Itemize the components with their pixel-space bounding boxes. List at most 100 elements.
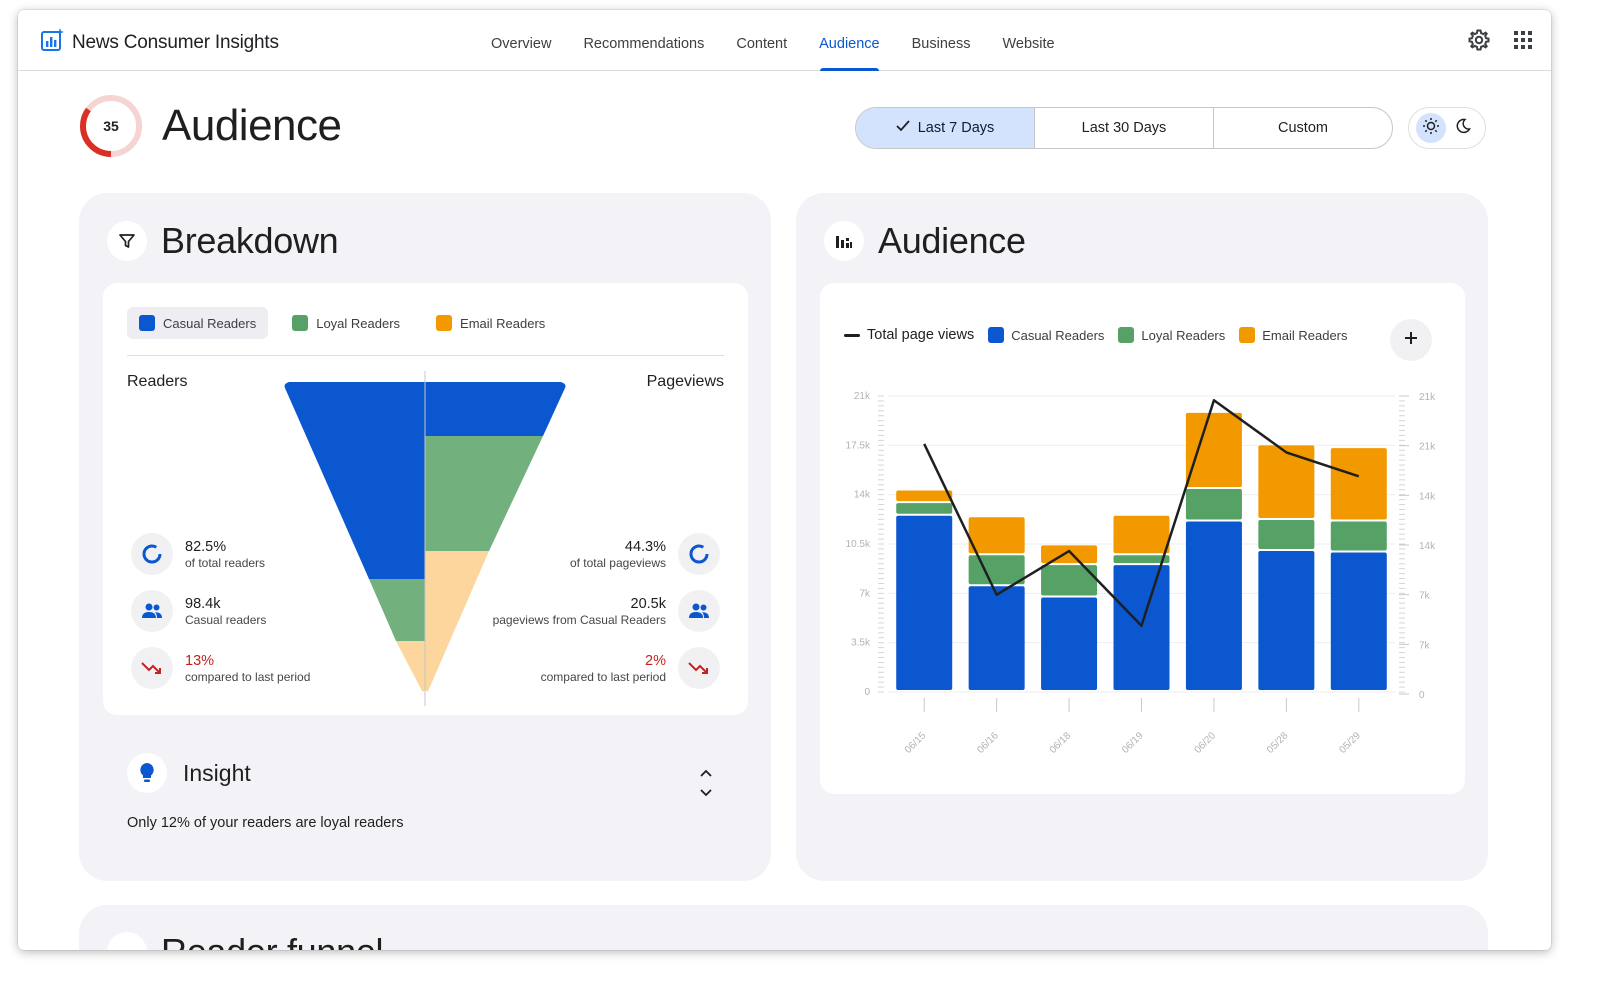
donut-icon [678,533,720,575]
legend-email-readers[interactable]: Email Readers [424,307,557,339]
x-tick-label: 05/29 [1337,730,1363,756]
y-right-tick-label: 7k [1419,640,1431,651]
theme-toggle [1408,107,1486,149]
legend-loyal-readers[interactable]: Loyal Readers [1118,327,1225,343]
swatch [436,315,453,331]
add-series-button[interactable] [1390,319,1432,361]
bar-casual-readers [1258,551,1315,690]
swatch [988,327,1005,343]
plus-icon [1403,330,1419,351]
bar-email-readers [1185,412,1242,488]
range-last-30-days[interactable]: Last 30 Days [1035,108,1214,148]
bar-loyal-readers [968,555,1025,585]
stat-value: 2% [645,652,666,669]
swatch [292,315,309,331]
dark-mode-button[interactable] [1448,113,1478,143]
audience-header: Audience [824,220,1026,262]
legend-total-page-views[interactable]: Total page views [844,327,974,343]
lightbulb-icon [127,753,167,793]
insight-header: Insight [127,753,251,793]
y-right-tick-label: 14k [1419,541,1436,552]
light-mode-button[interactable] [1416,113,1446,143]
legend-casual-readers[interactable]: Casual Readers [988,327,1104,343]
nav-overview[interactable]: Overview [491,36,552,52]
y-left-tick-label: 3.5k [851,638,871,649]
x-tick-label: 06/18 [1048,730,1074,756]
stat-label: Casual readers [185,612,267,627]
chevron-down-icon[interactable] [699,785,713,803]
stat-value: 98.4k [185,595,221,612]
breakdown-funnel [284,371,566,706]
readers-header: Readers [127,373,188,390]
legend-email-readers[interactable]: Email Readers [1239,327,1348,343]
bar-casual-readers [1113,565,1170,690]
stat-label: pageviews from Casual Readers [492,612,666,627]
bar-email-readers [968,517,1025,554]
stat-label: compared to last period [540,669,666,684]
chevron-up-icon[interactable] [699,765,713,783]
legend-label: Loyal Readers [316,315,401,331]
stat-total-readers: 82.5% of total readers [131,533,265,575]
reader-funnel-header: Reader funnel [107,931,384,950]
x-tick-label: 06/20 [1193,730,1219,756]
pageviews-header: Pageviews [646,373,724,390]
funnel-icon [107,932,147,950]
top-app-bar: News Consumer Insights Overview Recommen… [18,10,1551,71]
y-left-tick-label: 0 [864,687,870,698]
range-label: Custom [1278,120,1328,136]
score-value: 35 [103,118,119,134]
bar-email-readers [896,490,953,502]
nav-recommendations[interactable]: Recommendations [583,36,705,52]
nav-website[interactable]: Website [1002,36,1055,52]
top-actions [1467,28,1533,57]
stat-pageviews-change: 2% compared to last period [541,647,720,689]
legend-label: Loyal Readers [1141,327,1226,343]
insight-text: Only 12% of your readers are loyal reade… [127,815,404,831]
legend-label: Casual Readers [163,315,257,331]
brand[interactable]: News Consumer Insights [40,28,279,57]
y-left-tick-label: 14k [854,490,871,501]
breakdown-header: Breakdown [107,220,339,262]
breakdown-legend: Casual Readers Loyal Readers Email Reade… [127,307,557,339]
stat-value: 13% [185,652,215,669]
moon-icon [1455,118,1471,139]
x-tick-label: 06/15 [903,730,929,756]
trend-down-icon [131,647,173,689]
insight-expand-toggle[interactable] [699,765,713,803]
x-tick-label: 06/16 [975,730,1001,756]
stat-casual-pageviews: 20.5k pageviews from Casual Readers [493,590,720,632]
insight-title: Insight [183,759,251,786]
nav-audience[interactable]: Audience [803,10,895,71]
y-left-tick-label: 7k [859,588,871,599]
bar-casual-readers [1330,552,1387,690]
total-page-views-line [923,398,1360,628]
bar-loyal-readers [1041,565,1098,596]
y-right-tick-label: 14k [1419,491,1436,502]
stat-readers-change: 13% compared to last period [131,647,310,689]
legend-label: Email Readers [1262,327,1348,343]
insights-logo-icon [40,28,64,57]
bar-casual-readers [896,515,953,690]
bar-email-readers [1041,545,1098,564]
nav-content[interactable]: Content [736,36,788,52]
legend-casual-readers[interactable]: Casual Readers [127,307,269,339]
y-right-tick-label: 21k [1419,442,1436,453]
apps-grid-icon[interactable] [1513,30,1533,55]
app-name: News Consumer Insights [72,31,279,53]
nav-business[interactable]: Business [911,36,971,52]
legend-divider [127,355,724,356]
page-header: 35 Audience [78,93,342,159]
check-icon [896,120,910,136]
filter-icon [107,221,147,261]
range-last-7-days[interactable]: Last 7 Days [856,108,1035,148]
funnel-readers-email [396,641,425,692]
reader-funnel-title: Reader funnel [161,931,384,950]
score-ring: 35 [78,93,144,159]
stat-casual-readers: 98.4k Casual readers [131,590,266,632]
bar-casual-readers [968,586,1025,690]
stat-label: of total pageviews [569,555,666,570]
bar-loyal-readers [1258,520,1315,550]
range-custom[interactable]: Custom [1214,108,1392,148]
legend-loyal-readers[interactable]: Loyal Readers [280,307,412,339]
settings-gear-icon[interactable] [1467,28,1491,57]
